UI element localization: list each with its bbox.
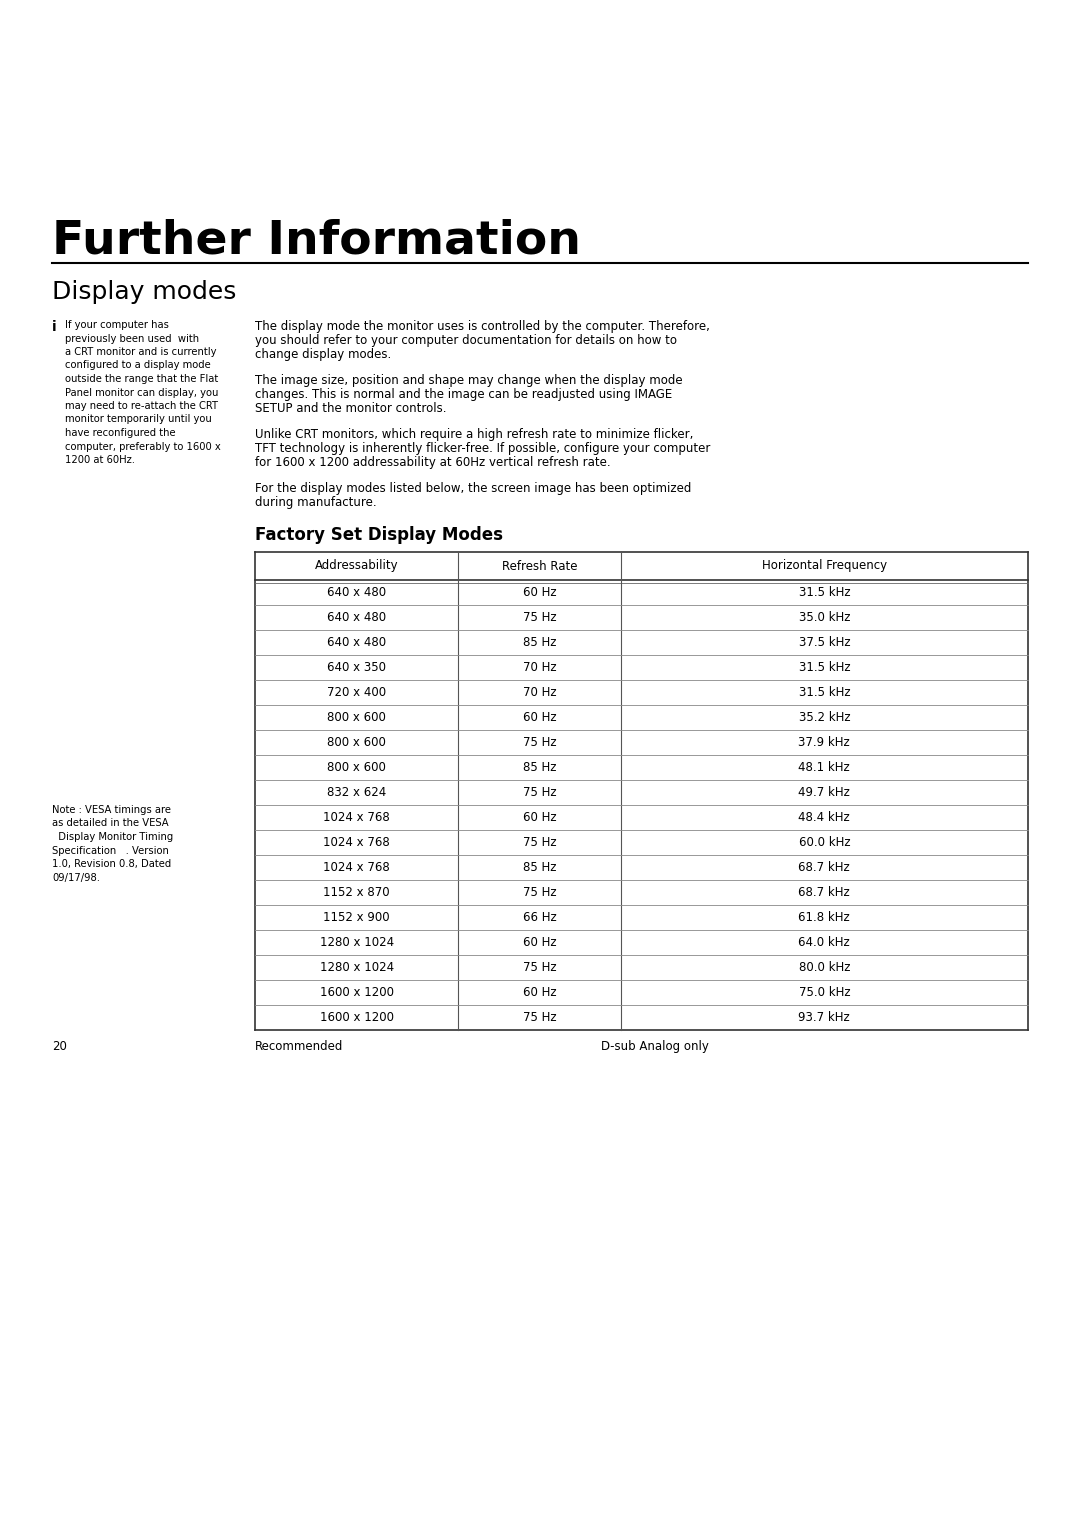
Text: 640 x 480: 640 x 480 bbox=[327, 636, 387, 650]
Text: Unlike CRT monitors, which require a high refresh rate to minimize flicker,: Unlike CRT monitors, which require a hig… bbox=[255, 429, 693, 441]
Text: 85 Hz: 85 Hz bbox=[523, 761, 556, 775]
Text: 640 x 350: 640 x 350 bbox=[327, 660, 387, 674]
Text: 1280 x 1024: 1280 x 1024 bbox=[320, 961, 394, 974]
Text: 66 Hz: 66 Hz bbox=[523, 910, 556, 924]
Text: 60 Hz: 60 Hz bbox=[523, 586, 556, 599]
Text: have reconfigured the: have reconfigured the bbox=[65, 429, 176, 438]
Text: 31.5 kHz: 31.5 kHz bbox=[798, 660, 850, 674]
Text: 60.0 kHz: 60.0 kHz bbox=[798, 836, 850, 849]
Text: 75 Hz: 75 Hz bbox=[523, 612, 556, 624]
Text: Display Monitor Timing: Display Monitor Timing bbox=[52, 833, 173, 842]
Text: 85 Hz: 85 Hz bbox=[523, 636, 556, 650]
Text: may need to re-attach the CRT: may need to re-attach the CRT bbox=[65, 401, 218, 412]
Text: 75 Hz: 75 Hz bbox=[523, 961, 556, 974]
Text: 75 Hz: 75 Hz bbox=[523, 1011, 556, 1023]
Text: Addressability: Addressability bbox=[315, 560, 399, 572]
Text: 68.7 kHz: 68.7 kHz bbox=[798, 886, 850, 900]
Text: 1024 x 768: 1024 x 768 bbox=[323, 836, 390, 849]
Text: 31.5 kHz: 31.5 kHz bbox=[798, 586, 850, 599]
Text: 09/17/98.: 09/17/98. bbox=[52, 872, 100, 883]
Text: 48.1 kHz: 48.1 kHz bbox=[798, 761, 850, 775]
Text: as detailed in the VESA: as detailed in the VESA bbox=[52, 819, 168, 828]
Text: 31.5 kHz: 31.5 kHz bbox=[798, 686, 850, 698]
Text: Panel monitor can display, you: Panel monitor can display, you bbox=[65, 387, 218, 398]
Text: 60 Hz: 60 Hz bbox=[523, 987, 556, 999]
Text: 720 x 400: 720 x 400 bbox=[327, 686, 387, 698]
Text: 60 Hz: 60 Hz bbox=[523, 936, 556, 949]
Text: 1024 x 768: 1024 x 768 bbox=[323, 862, 390, 874]
Text: configured to a display mode: configured to a display mode bbox=[65, 360, 211, 371]
Text: 1152 x 870: 1152 x 870 bbox=[323, 886, 390, 900]
Text: 640 x 480: 640 x 480 bbox=[327, 586, 387, 599]
Text: 75.0 kHz: 75.0 kHz bbox=[798, 987, 850, 999]
Text: 832 x 624: 832 x 624 bbox=[327, 785, 387, 799]
Text: 1152 x 900: 1152 x 900 bbox=[323, 910, 390, 924]
Text: 1.0, Revision 0.8, Dated: 1.0, Revision 0.8, Dated bbox=[52, 859, 172, 869]
Text: The image size, position and shape may change when the display mode: The image size, position and shape may c… bbox=[255, 374, 683, 387]
Text: The display mode the monitor uses is controlled by the computer. Therefore,: The display mode the monitor uses is con… bbox=[255, 320, 710, 332]
Text: during manufacture.: during manufacture. bbox=[255, 496, 377, 509]
Text: you should refer to your computer documentation for details on how to: you should refer to your computer docume… bbox=[255, 334, 677, 348]
Text: 70 Hz: 70 Hz bbox=[523, 686, 556, 698]
Text: Factory Set Display Modes: Factory Set Display Modes bbox=[255, 526, 503, 544]
Text: Horizontal Frequency: Horizontal Frequency bbox=[761, 560, 887, 572]
Text: 1280 x 1024: 1280 x 1024 bbox=[320, 936, 394, 949]
Text: 1024 x 768: 1024 x 768 bbox=[323, 811, 390, 824]
Text: 35.2 kHz: 35.2 kHz bbox=[798, 711, 850, 724]
Text: 60 Hz: 60 Hz bbox=[523, 711, 556, 724]
Text: 49.7 kHz: 49.7 kHz bbox=[798, 785, 850, 799]
Text: 1200 at 60Hz.: 1200 at 60Hz. bbox=[65, 454, 135, 465]
Text: Further Information: Further Information bbox=[52, 218, 581, 262]
Text: If your computer has: If your computer has bbox=[65, 320, 168, 329]
Text: 93.7 kHz: 93.7 kHz bbox=[798, 1011, 850, 1023]
Text: Display modes: Display modes bbox=[52, 281, 237, 303]
Text: outside the range that the Flat: outside the range that the Flat bbox=[65, 374, 218, 384]
Text: 37.5 kHz: 37.5 kHz bbox=[798, 636, 850, 650]
Text: 75 Hz: 75 Hz bbox=[523, 737, 556, 749]
Text: 85 Hz: 85 Hz bbox=[523, 862, 556, 874]
Text: 70 Hz: 70 Hz bbox=[523, 660, 556, 674]
Text: 61.8 kHz: 61.8 kHz bbox=[798, 910, 850, 924]
Text: changes. This is normal and the image can be readjusted using IMAGE: changes. This is normal and the image ca… bbox=[255, 387, 672, 401]
Text: 37.9 kHz: 37.9 kHz bbox=[798, 737, 850, 749]
Text: a CRT monitor and is currently: a CRT monitor and is currently bbox=[65, 348, 216, 357]
Text: 75 Hz: 75 Hz bbox=[523, 886, 556, 900]
Text: 800 x 600: 800 x 600 bbox=[327, 761, 386, 775]
Text: Refresh Rate: Refresh Rate bbox=[502, 560, 577, 572]
Text: computer, preferably to 1600 x: computer, preferably to 1600 x bbox=[65, 442, 220, 451]
Text: 75 Hz: 75 Hz bbox=[523, 836, 556, 849]
Text: 80.0 kHz: 80.0 kHz bbox=[798, 961, 850, 974]
Text: Note : VESA timings are: Note : VESA timings are bbox=[52, 805, 171, 814]
Text: 48.4 kHz: 48.4 kHz bbox=[798, 811, 850, 824]
Text: For the display modes listed below, the screen image has been optimized: For the display modes listed below, the … bbox=[255, 482, 691, 496]
Text: previously been used  with: previously been used with bbox=[65, 334, 199, 343]
Text: D-sub Analog only: D-sub Analog only bbox=[600, 1040, 708, 1052]
Text: SETUP and the monitor controls.: SETUP and the monitor controls. bbox=[255, 403, 446, 415]
Text: for 1600 x 1200 addressability at 60Hz vertical refresh rate.: for 1600 x 1200 addressability at 60Hz v… bbox=[255, 456, 610, 470]
Text: Specification   . Version: Specification . Version bbox=[52, 845, 168, 856]
Text: change display modes.: change display modes. bbox=[255, 348, 391, 361]
Text: 35.0 kHz: 35.0 kHz bbox=[798, 612, 850, 624]
Text: 20: 20 bbox=[52, 1040, 67, 1052]
Text: 800 x 600: 800 x 600 bbox=[327, 737, 386, 749]
Text: i: i bbox=[52, 320, 56, 334]
Text: 75 Hz: 75 Hz bbox=[523, 785, 556, 799]
Text: monitor temporarily until you: monitor temporarily until you bbox=[65, 415, 212, 424]
Text: 1600 x 1200: 1600 x 1200 bbox=[320, 1011, 393, 1023]
Text: 640 x 480: 640 x 480 bbox=[327, 612, 387, 624]
Text: 1600 x 1200: 1600 x 1200 bbox=[320, 987, 393, 999]
Text: 800 x 600: 800 x 600 bbox=[327, 711, 386, 724]
Text: 60 Hz: 60 Hz bbox=[523, 811, 556, 824]
Text: 64.0 kHz: 64.0 kHz bbox=[798, 936, 850, 949]
Text: TFT technology is inherently flicker-free. If possible, configure your computer: TFT technology is inherently flicker-fre… bbox=[255, 442, 711, 454]
Text: Recommended: Recommended bbox=[255, 1040, 343, 1052]
Text: 68.7 kHz: 68.7 kHz bbox=[798, 862, 850, 874]
